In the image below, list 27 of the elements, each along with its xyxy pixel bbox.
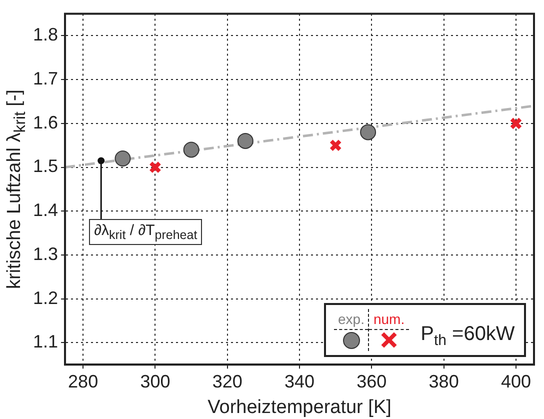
x-tick-label: 280 bbox=[68, 371, 98, 392]
annotation: ∂λ$_{krit}$ / ∂T$_{preheat}$ bbox=[89, 218, 202, 245]
y-tick-label: 1.5 bbox=[32, 156, 58, 176]
x-axis-title: Vorheiztemperatur [K] bbox=[208, 396, 392, 418]
x-tick-label: 360 bbox=[356, 371, 387, 392]
point bbox=[148, 161, 162, 174]
x-tick-label: 300 bbox=[140, 371, 170, 392]
text: num. bbox=[369, 308, 409, 330]
y-tick-label: 1.3 bbox=[32, 244, 58, 264]
point bbox=[329, 139, 342, 152]
x-tick-label: 320 bbox=[212, 371, 242, 392]
point bbox=[237, 132, 254, 149]
y-tick-label: 1.6 bbox=[32, 112, 58, 132]
text: exp. bbox=[334, 308, 368, 330]
point bbox=[114, 150, 131, 167]
x-tick-label: 340 bbox=[284, 371, 315, 392]
point bbox=[360, 124, 376, 140]
legend-title: P$_{th}$ =60kW bbox=[420, 322, 516, 351]
x-tick-label: 380 bbox=[428, 371, 459, 392]
y-tick-label: 1.1 bbox=[32, 332, 58, 352]
point bbox=[510, 117, 522, 130]
point bbox=[183, 142, 200, 158]
y-tick-label: 1.2 bbox=[32, 288, 58, 308]
y-tick-label: 1.8 bbox=[32, 24, 58, 45]
y-tick-label: 1.7 bbox=[32, 68, 58, 89]
y-tick-label: 1.4 bbox=[32, 200, 58, 220]
x-tick-label: 400 bbox=[500, 371, 531, 392]
